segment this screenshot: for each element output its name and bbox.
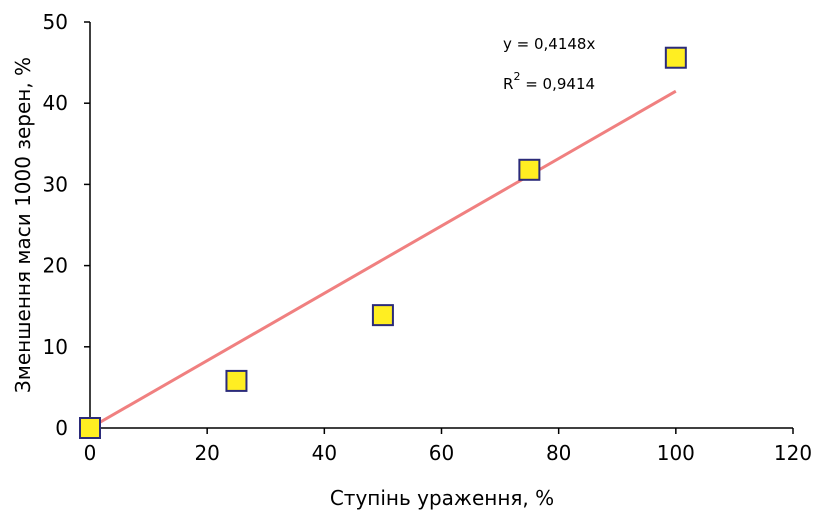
x-tick-label: 100 bbox=[657, 441, 695, 465]
y-tick-label: 40 bbox=[43, 91, 68, 115]
trendline bbox=[89, 89, 677, 430]
y-tick-label: 10 bbox=[43, 335, 68, 359]
r-squared-exponent: 2 bbox=[513, 70, 520, 83]
y-tick-label: 20 bbox=[43, 254, 68, 278]
data-point bbox=[518, 158, 541, 181]
y-tick-label: 50 bbox=[43, 10, 68, 34]
y-axis-title: Зменшення маси 1000 зерен, % bbox=[11, 57, 35, 393]
data-points bbox=[79, 46, 687, 439]
r-squared-label: R2 = 0,9414 bbox=[503, 70, 595, 93]
data-point bbox=[225, 369, 248, 392]
x-tick-label: 120 bbox=[774, 441, 812, 465]
y-tick-label: 30 bbox=[43, 172, 68, 196]
y-tick-label: 0 bbox=[55, 416, 68, 440]
r-squared-value: = 0,9414 bbox=[520, 75, 595, 93]
trendline-equation: y = 0,4148x bbox=[503, 35, 595, 53]
x-axis-title: Ступінь ураження, % bbox=[330, 486, 554, 510]
ticks: 0 20 40 60 80 100 120 0 10 20 30 40 50 bbox=[43, 10, 813, 465]
r-squared-prefix: R bbox=[503, 75, 513, 93]
x-tick-label: 0 bbox=[84, 441, 97, 465]
x-tick-label: 40 bbox=[312, 441, 337, 465]
x-tick-label: 80 bbox=[546, 441, 571, 465]
x-tick-label: 60 bbox=[429, 441, 454, 465]
data-point bbox=[664, 46, 687, 69]
x-tick-label: 20 bbox=[194, 441, 219, 465]
data-point bbox=[79, 417, 101, 439]
data-point bbox=[371, 304, 394, 327]
